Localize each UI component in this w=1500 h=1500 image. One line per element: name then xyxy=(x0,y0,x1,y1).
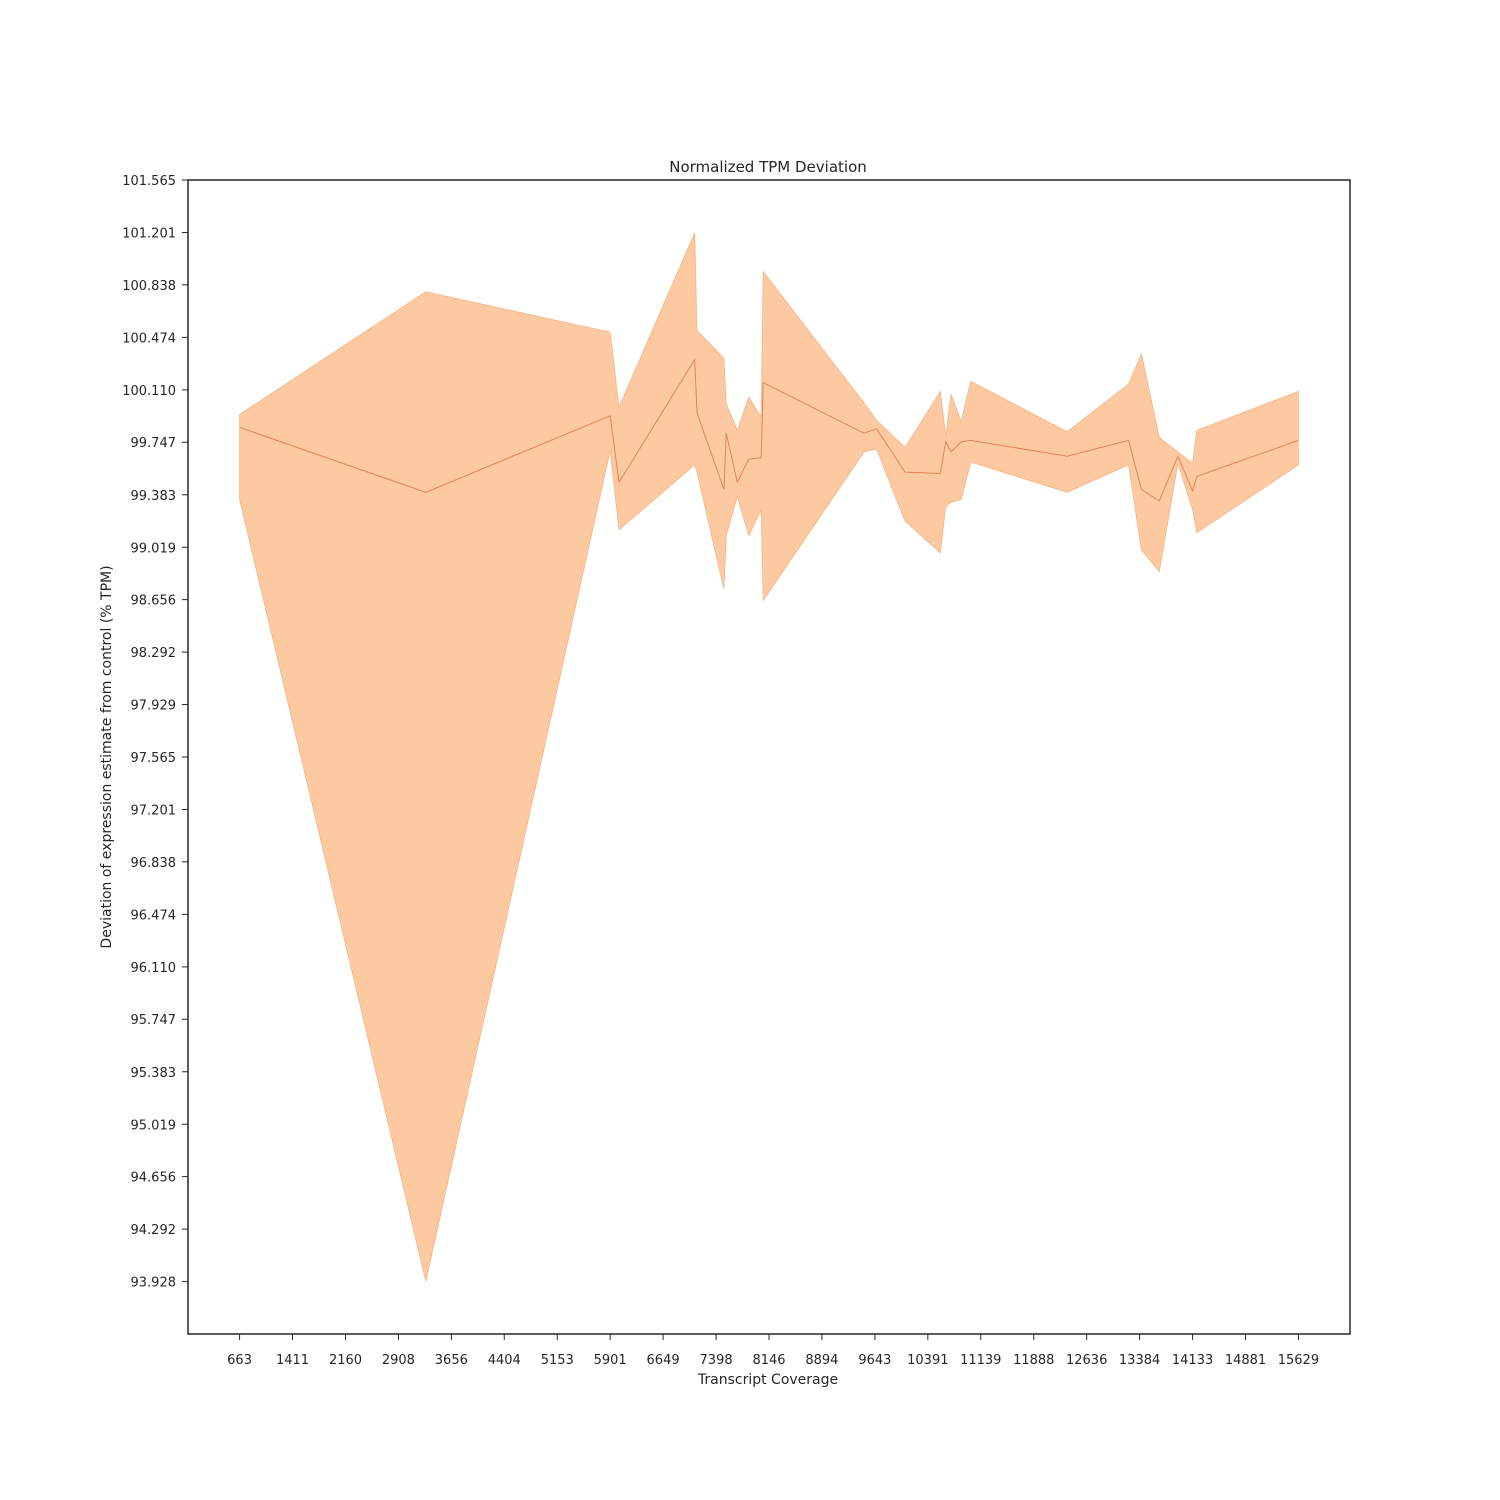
mean-line xyxy=(239,357,1299,502)
y-tick-label: 98.292 xyxy=(131,646,177,661)
y-axis-title: Deviation of expression estimate from co… xyxy=(99,565,115,948)
y-tick-label: 95.747 xyxy=(131,1013,177,1028)
y-tick-label: 97.201 xyxy=(131,804,177,819)
y-tick-label: 100.838 xyxy=(122,279,176,294)
x-tick-label: 5153 xyxy=(541,1353,574,1368)
x-tick-label: 12636 xyxy=(1066,1353,1107,1368)
x-tick-label: 13384 xyxy=(1119,1353,1160,1368)
x-tick-label: 14881 xyxy=(1225,1353,1266,1368)
y-tick-label: 96.474 xyxy=(131,908,177,923)
y-tick-label: 97.565 xyxy=(131,751,177,766)
y-tick-label: 100.110 xyxy=(122,384,176,399)
y-tick-label: 93.928 xyxy=(131,1276,177,1291)
x-tick-label: 10391 xyxy=(907,1353,948,1368)
y-tick-label: 97.929 xyxy=(131,698,177,713)
chart-title: Normalized TPM Deviation xyxy=(669,158,867,176)
x-tick-label: 1411 xyxy=(276,1353,309,1368)
x-tick-label: 2160 xyxy=(329,1353,362,1368)
x-tick-label: 5901 xyxy=(594,1353,627,1368)
x-tick-label: 3656 xyxy=(435,1353,468,1368)
y-tick-label: 96.110 xyxy=(131,961,177,976)
confidence-band-layer xyxy=(239,232,1299,1282)
x-tick-label: 8894 xyxy=(805,1353,838,1368)
mean-line-layer xyxy=(239,357,1299,502)
y-tick-label: 94.656 xyxy=(131,1171,177,1186)
y-tick-label: 95.019 xyxy=(131,1118,177,1133)
y-tick-label: 95.383 xyxy=(131,1066,177,1081)
x-tick-label: 11139 xyxy=(960,1353,1001,1368)
x-axis-title: Transcript Coverage xyxy=(697,1372,838,1388)
x-tick-label: 9643 xyxy=(858,1353,891,1368)
x-tick-label: 4404 xyxy=(488,1353,521,1368)
x-tick-label: 663 xyxy=(227,1353,252,1368)
confidence-band xyxy=(239,232,1299,1282)
y-tick-label: 99.383 xyxy=(131,489,177,504)
x-tick-label: 2908 xyxy=(382,1353,415,1368)
y-tick-label: 101.565 xyxy=(122,174,176,189)
y-tick-label: 94.292 xyxy=(131,1223,177,1238)
y-tick-label: 98.656 xyxy=(131,594,177,609)
x-tick-label: 8146 xyxy=(752,1353,785,1368)
x-tick-label: 11888 xyxy=(1013,1353,1054,1368)
y-tick-label: 96.838 xyxy=(131,856,177,871)
y-tick-label: 100.474 xyxy=(122,331,176,346)
y-tick-label: 99.747 xyxy=(131,436,177,451)
x-tick-label: 6649 xyxy=(647,1353,680,1368)
x-axis: 663 1411 2160 2908 3656 4404 5153 5901 6649 7398 8… xyxy=(227,1334,1319,1368)
y-tick-label: 101.201 xyxy=(122,227,176,242)
x-tick-label: 14133 xyxy=(1172,1353,1213,1368)
y-tick-label: 99.019 xyxy=(131,541,177,556)
x-tick-label: 7398 xyxy=(700,1353,733,1368)
x-tick-label: 15629 xyxy=(1278,1353,1319,1368)
y-axis: 93.928 94.292 94.656 95.019 95.383 95.747 96.1… xyxy=(122,174,188,1291)
